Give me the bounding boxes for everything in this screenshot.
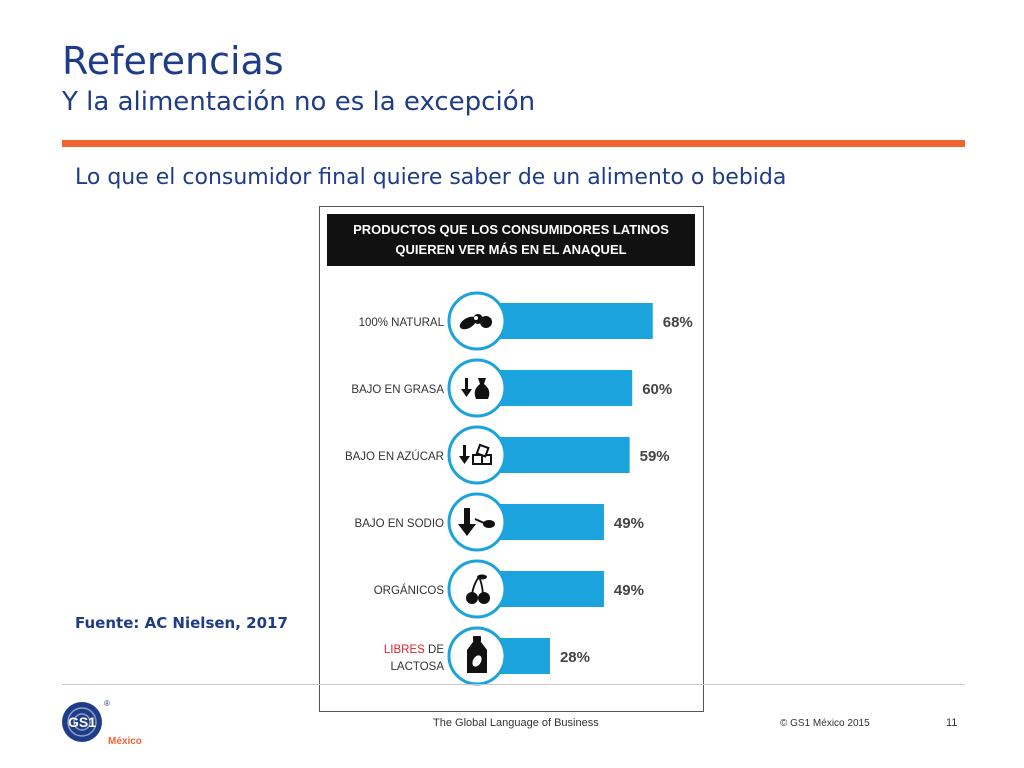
organic-cherry-icon <box>449 561 505 617</box>
natural-food-icon <box>449 293 505 349</box>
slide-subtitle: Y la alimentación no es la excepción <box>62 86 535 118</box>
source-note: Fuente: AC Nielsen, 2017 <box>75 614 288 632</box>
lead-text: Lo que el consumidor final quiere saber … <box>75 163 786 193</box>
logo-registered-mark: ® <box>104 699 110 708</box>
category-label: LIBRES DE <box>384 644 444 656</box>
footer-copyright: © GS1 México 2015 <box>780 718 870 729</box>
accent-divider <box>62 140 965 147</box>
value-label: 60% <box>642 381 672 398</box>
value-label: 68% <box>663 314 693 331</box>
category-label-highlight: LIBRES <box>384 644 425 656</box>
category-label-line2: LACTOSA <box>391 661 445 673</box>
category-label: BAJO EN SODIO <box>355 518 445 530</box>
slide-title: Referencias <box>62 38 284 84</box>
chart-frame: PRODUCTOS QUE LOS CONSUMIDORES LATINOS QU… <box>319 206 704 712</box>
value-label: 49% <box>614 582 644 599</box>
logo-text: GS1 <box>68 714 96 730</box>
footer-tagline: The Global Language of Business <box>433 717 599 729</box>
value-label: 49% <box>614 515 644 532</box>
value-label: 28% <box>560 649 590 666</box>
footer-divider <box>62 684 965 685</box>
category-label-part: DE <box>425 644 445 656</box>
lactose-free-bottle-icon <box>449 628 505 684</box>
low-fat-icon <box>449 360 505 416</box>
page-number: 11 <box>946 717 957 729</box>
bar-chart: PRODUCTOS QUE LOS CONSUMIDORES LATINOS QU… <box>320 207 705 713</box>
logo-country: México <box>108 736 142 747</box>
category-label: ORGÁNICOS <box>374 584 445 597</box>
category-label: 100% NATURAL <box>359 317 445 329</box>
category-label: BAJO EN GRASA <box>351 384 444 396</box>
chart-title-line: PRODUCTOS QUE LOS CONSUMIDORES LATINOS <box>353 222 669 237</box>
low-sugar-icon <box>449 427 505 483</box>
chart-title-line: QUIEREN VER MÁS EN EL ANAQUEL <box>395 242 626 257</box>
low-sodium-icon <box>449 494 505 550</box>
value-label: 59% <box>640 448 670 465</box>
category-label: BAJO EN AZÚCAR <box>345 450 444 463</box>
